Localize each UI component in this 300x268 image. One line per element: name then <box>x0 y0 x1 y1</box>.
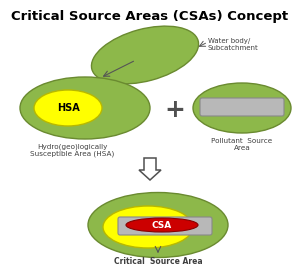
Ellipse shape <box>34 90 102 126</box>
Text: CSA: CSA <box>152 221 172 229</box>
Ellipse shape <box>88 192 228 258</box>
FancyBboxPatch shape <box>200 98 284 116</box>
Text: Critical Source Areas (CSAs) Concept: Critical Source Areas (CSAs) Concept <box>11 10 289 23</box>
FancyBboxPatch shape <box>118 217 212 235</box>
Text: Water body/
Subcatchment: Water body/ Subcatchment <box>208 38 259 51</box>
Ellipse shape <box>103 206 193 248</box>
Text: +: + <box>165 98 185 122</box>
Ellipse shape <box>193 83 291 133</box>
Text: Critical  Source Area: Critical Source Area <box>114 257 202 266</box>
FancyArrow shape <box>139 158 161 180</box>
Text: Pollutant  Source
Area: Pollutant Source Area <box>212 138 273 151</box>
Text: Hydro(geo)logically
Susceptible Area (HSA): Hydro(geo)logically Susceptible Area (HS… <box>30 143 114 157</box>
Text: HSA: HSA <box>57 103 80 113</box>
Ellipse shape <box>20 77 150 139</box>
Ellipse shape <box>92 26 199 84</box>
Ellipse shape <box>126 218 198 232</box>
